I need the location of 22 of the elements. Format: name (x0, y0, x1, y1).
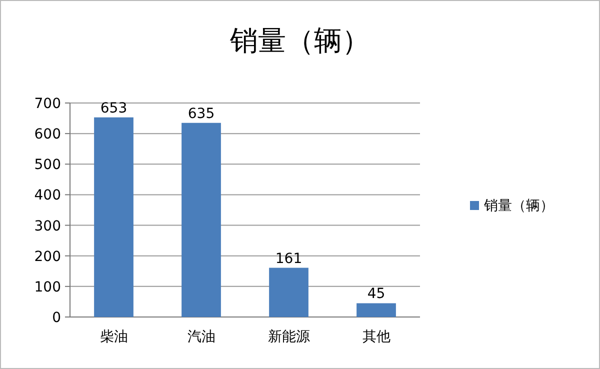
chart-title: 销量（辆） (229, 24, 370, 57)
y-tick-label: 100 (34, 279, 61, 296)
data-label: 653 (100, 100, 128, 116)
bar (94, 117, 134, 317)
y-tick-label: 700 (34, 96, 61, 112)
y-tick-label: 400 (34, 188, 61, 204)
data-label: 635 (188, 106, 215, 122)
x-tick-label: 新能源 (268, 329, 310, 345)
y-tick-label: 600 (34, 126, 61, 143)
y-tick-label: 300 (34, 218, 61, 234)
x-tick-label: 汽油 (187, 329, 216, 345)
data-label: 45 (367, 286, 386, 302)
bar (182, 122, 221, 317)
x-tick-label: 其他 (362, 329, 390, 345)
bar (356, 303, 396, 317)
data-label: 161 (275, 250, 302, 267)
bar (269, 268, 308, 317)
legend-label: 销量（辆） (483, 198, 554, 214)
y-tick-label: 0 (52, 310, 61, 326)
y-tick-label: 500 (34, 157, 61, 174)
x-tick-label: 柴油 (100, 329, 128, 345)
y-tick-label: 200 (34, 248, 61, 265)
